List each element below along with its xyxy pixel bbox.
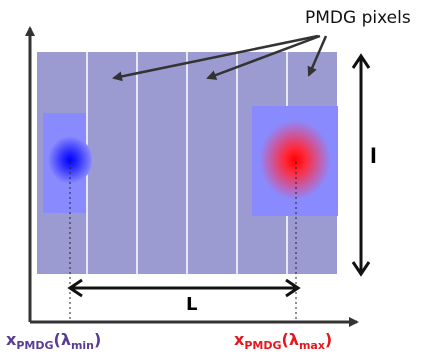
callout-arrow xyxy=(206,34,321,80)
blob-min-glow xyxy=(48,136,92,184)
L-length-label: L xyxy=(186,294,198,315)
callout-arrows xyxy=(112,34,328,82)
callout-arrow xyxy=(112,34,319,82)
x-min-label: xPMDG(λmin) xyxy=(6,330,102,352)
pmdg-pixels-caption: PMDG pixels xyxy=(305,8,411,28)
axes xyxy=(25,26,359,327)
callout-arrow xyxy=(307,35,328,77)
l-length-label: l xyxy=(370,144,377,168)
blob-max-glow xyxy=(259,120,331,200)
pixel-dividers xyxy=(86,52,288,274)
L-dimension-arrow xyxy=(67,278,301,298)
x-max-label: xPMDG(λmax) xyxy=(234,330,333,352)
projection-lines xyxy=(69,162,297,322)
l-dimension-arrow xyxy=(351,53,371,277)
